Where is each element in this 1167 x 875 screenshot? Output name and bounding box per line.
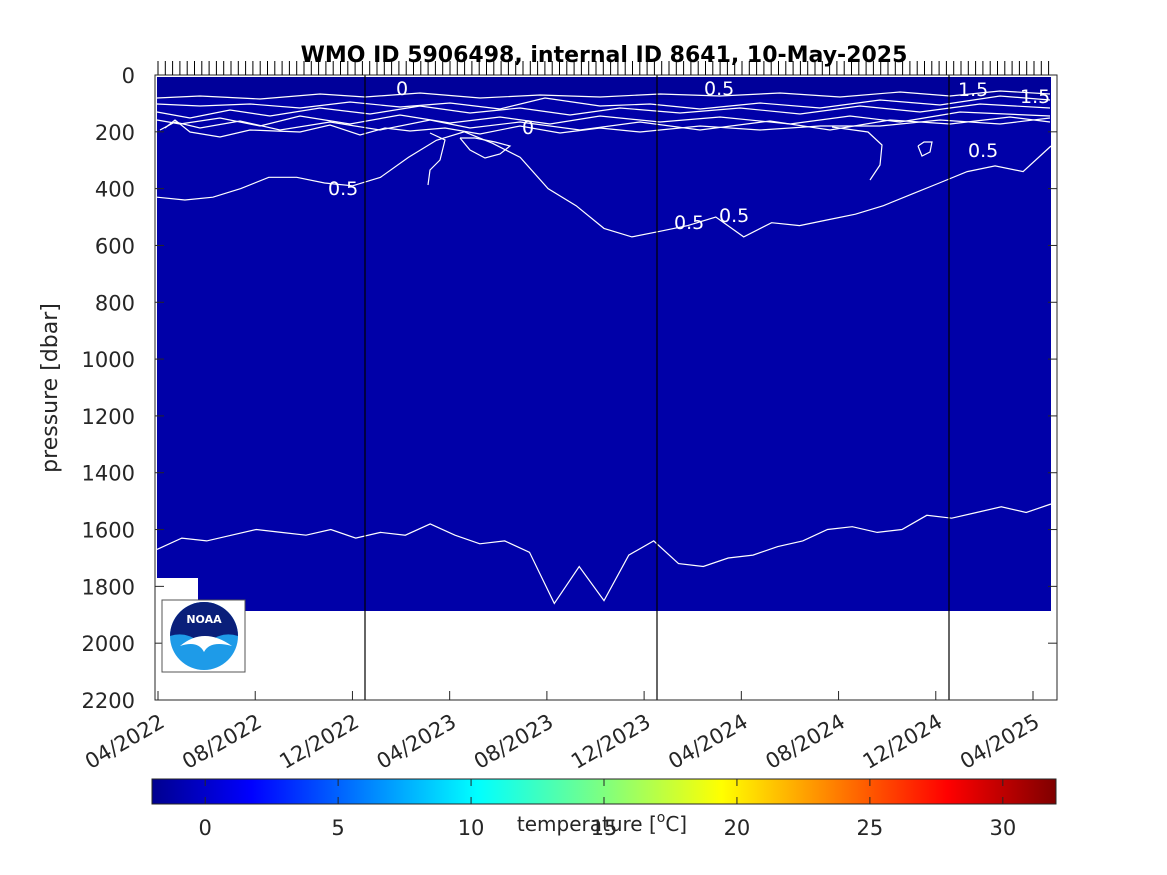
y-tick-label: 600 [95,234,135,258]
logo-top [170,602,238,646]
chart-title: WMO ID 5906498, internal ID 8641, 10-May… [301,43,908,68]
surface-contours [156,90,1051,138]
x-tick-label: 04/2022 [81,709,169,773]
y-tick-label: 1600 [82,519,135,543]
colorbar-tick-label: 15 [591,816,618,840]
colorbar-ticks: 0 5 10 15 20 25 30 [198,779,1016,840]
y-tick-label: 800 [95,291,135,315]
logo-text: NOAA [186,613,222,626]
x-tick-label: 04/2023 [373,709,461,773]
x-tick-label: 08/2024 [761,709,849,773]
contour-label: 0 [396,78,408,100]
year-boundaries [364,75,950,700]
noaa-logo: NOAA [161,599,246,673]
contour-label: 1.5 [1020,86,1050,108]
x-tick-label: 04/2024 [664,709,752,773]
plot-frame [154,74,1058,701]
colorbar-tick-label: 25 [857,816,884,840]
colorbar-tick-label: 10 [458,816,485,840]
y-tick-label: 400 [95,178,135,202]
x-tick-label: 12/2022 [275,709,363,773]
colorbar-tick-label: 5 [331,816,344,840]
x-tick-label: 12/2023 [567,709,655,773]
x-tick-label: 12/2024 [859,709,947,773]
colorbar-label: temperature [oC] [517,810,687,836]
y-tick-label: 2200 [82,689,135,713]
y-tick-label: 0 [122,64,135,88]
contour-0-5 [156,126,1052,238]
y-axis: 0 200 400 600 800 1000 1200 1400 1600 1800 2000 220… [82,64,1057,713]
logo-gull [180,636,232,652]
contour-label: 0.5 [968,140,998,162]
contour-label: 0.5 [674,212,704,234]
surface-layer [157,77,1051,99]
contour-labels: 0 0.5 0 0.5 0.5 0.5 0.5 1.5 1.5 [328,78,1050,234]
colorbar-label-prefix: temperature [ [517,812,657,836]
y-tick-label: 1400 [82,462,135,486]
contour-label: 0.5 [328,178,358,200]
colorbar-label-degree: o [657,810,666,826]
contour-0-0 [156,503,1052,605]
y-tick-label: 1200 [82,405,135,429]
x-tick-label: 08/2022 [178,709,266,773]
plot-area: 0 0.5 0 0.5 0.5 0.5 0.5 1.5 1.5 [154,61,1058,701]
colorbar-tick-label: 30 [989,816,1016,840]
contour-label: 0 [522,117,534,139]
x-axis: 04/2022 08/2022 12/2022 04/2023 08/2023 12/20… [81,691,1044,774]
colorbar-tick-label: 0 [198,816,211,840]
x-tick-label: 04/2025 [956,709,1044,773]
colorbar-tick-label: 20 [724,816,751,840]
y-tick-label: 200 [95,121,135,145]
contour-label: 0.5 [719,205,749,227]
y-axis-label: pressure [dbar] [38,303,63,473]
x-tick-label: 08/2023 [470,709,558,773]
y-tick-label: 1800 [82,575,135,599]
colorbar: 0 5 10 15 20 25 30 temperature [oC] [151,778,1057,840]
colorbar-label-suffix: C] [665,812,687,836]
contour-label: 0.5 [704,78,734,100]
contour-label: 1.5 [958,79,988,101]
temperature-field [157,77,1051,611]
profile-ticks [157,61,1050,75]
y-tick-label: 2000 [82,632,135,656]
y-tick-label: 1000 [82,348,135,372]
